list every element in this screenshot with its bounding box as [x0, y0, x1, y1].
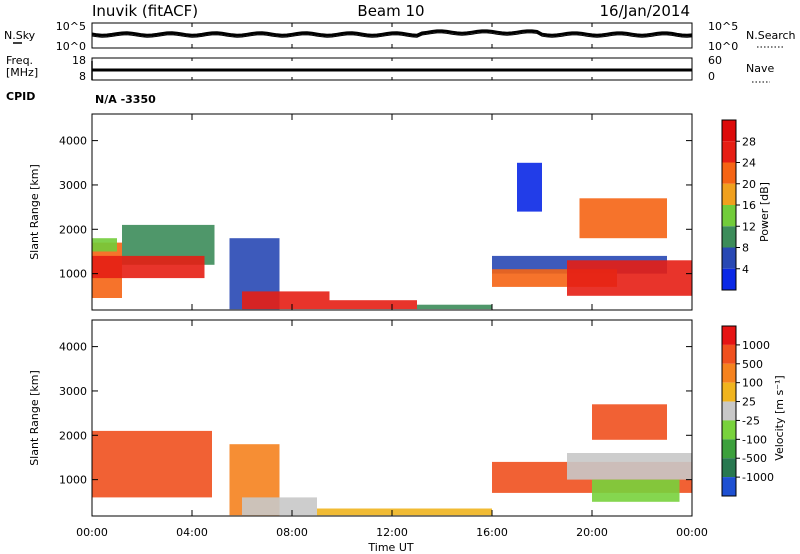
power-echo-region	[242, 291, 330, 310]
x-tick-label: 20:00	[576, 526, 608, 539]
colorbar-segment	[722, 458, 736, 478]
power-echo-region	[567, 260, 692, 296]
noise-left-tick-top: 10^5	[56, 20, 86, 33]
power-echo-region	[579, 198, 667, 239]
colorbar-segment	[722, 120, 736, 142]
colorbar-tick-label: 20	[742, 178, 756, 191]
y-tick-label: 4000	[59, 135, 87, 148]
power-colorbar: 4 8 12 16 20 24 28	[721, 119, 756, 291]
colorbar-tick-label: 25	[742, 396, 756, 409]
colorbar-segment	[722, 477, 736, 496]
velocity-y-ticks: 1000 2000 3000 4000	[59, 341, 692, 487]
freq-panel: Freq. [MHz] 18 8 60 0 Nave	[6, 54, 774, 83]
colorbar-segment	[722, 382, 736, 402]
noise-right-tick-bottom: 10^0	[708, 40, 738, 53]
colorbar-tick-label: 100	[742, 377, 763, 390]
power-echo-region	[417, 304, 492, 310]
x-tick-label: 08:00	[276, 526, 308, 539]
velocity-heatmap	[92, 404, 692, 516]
colorbar-segment	[722, 141, 736, 163]
y-tick-label: 2000	[59, 429, 87, 442]
nave-right-tick-bottom: 0	[708, 70, 715, 83]
station-title: Inuvik (fitACF)	[92, 2, 198, 20]
y-tick-label: 1000	[59, 268, 87, 281]
colorbar-tick-label: 500	[742, 358, 763, 371]
colorbar-tick-label: 8	[742, 242, 749, 255]
cpid-value: N/A -3350	[95, 93, 156, 106]
x-axis-label: Time UT	[367, 541, 413, 554]
colorbar-segment	[722, 401, 736, 421]
colorbar-tick-label: 4	[742, 263, 749, 276]
noise-search-line	[91, 32, 693, 38]
noise-left-tick-bottom: 10^0	[56, 40, 86, 53]
colorbar-tick-label: -1000	[742, 471, 774, 484]
date-title: 16/Jan/2014	[600, 2, 691, 20]
power-echo-region	[517, 162, 542, 212]
y-tick-label: 1000	[59, 474, 87, 487]
colorbar-segment	[722, 226, 736, 248]
colorbar-segment	[722, 439, 736, 459]
colorbar-segment	[722, 420, 736, 440]
y-tick-label: 3000	[59, 385, 87, 398]
y-tick-label: 4000	[59, 341, 87, 354]
colorbar-segment	[722, 162, 736, 184]
colorbar-tick-label: -100	[742, 433, 767, 446]
cpid-label: CPID	[6, 90, 35, 103]
colorbar-segment	[722, 344, 736, 364]
velocity-colorbar-label: Velocity [m s⁻¹]	[773, 375, 786, 460]
colorbar-segment	[722, 183, 736, 206]
power-echo-region	[329, 300, 417, 310]
power-echo-region	[92, 255, 205, 279]
freq-label-line2: [MHz]	[6, 66, 38, 79]
power-y-ticks: 1000 2000 3000 4000	[59, 135, 692, 281]
x-axis-ticks: 00:00 04:00 08:00 12:00 16:00 20:00 00:00	[76, 23, 708, 539]
y-tick-label: 3000	[59, 179, 87, 192]
velocity-echo-region	[92, 430, 212, 498]
colorbar-tick-label: 1000	[742, 339, 770, 352]
x-tick-label: 00:00	[676, 526, 708, 539]
colorbar-tick-label: 28	[742, 135, 756, 148]
velocity-echo-region	[317, 508, 492, 516]
noise-right-tick-top: 10^5	[708, 20, 738, 33]
beam-title: Beam 10	[357, 2, 424, 20]
colorbar-segment	[722, 205, 736, 227]
freq-left-tick-top: 18	[72, 54, 86, 67]
colorbar-segment	[722, 326, 736, 345]
x-tick-label: 12:00	[376, 526, 408, 539]
velocity-panel: 1000 2000 3000 4000 Slant Range [km] 1000 50…	[28, 319, 786, 517]
colorbar-tick-label: -25	[742, 414, 760, 427]
noise-sky-line	[91, 29, 693, 37]
x-tick-label: 16:00	[476, 526, 508, 539]
colorbar-tick-label: 12	[742, 220, 756, 233]
nave-label: Nave	[746, 62, 774, 75]
colorbar-segment	[722, 363, 736, 383]
velocity-echo-region	[592, 479, 680, 502]
noise-panel: N.Sky 10^5 10^0 10^5 10^0 N.Search	[4, 20, 796, 53]
power-y-label: Slant Range [km]	[28, 164, 41, 260]
colorbar-segment	[722, 247, 736, 269]
power-panel: 1000 2000 3000 4000 Slant Range [km] 4 8 12 16…	[28, 113, 771, 311]
colorbar-tick-label: -500	[742, 452, 767, 465]
freq-label-line1: Freq.	[6, 54, 33, 67]
colorbar-tick-label: 24	[742, 157, 756, 170]
velocity-colorbar: 1000 500 100 25 -25 -100 -500 -1000	[721, 325, 774, 497]
velocity-y-label: Slant Range [km]	[28, 370, 41, 466]
noise-sky-label: N.Sky	[4, 29, 36, 42]
nave-right-tick-top: 60	[708, 54, 722, 67]
x-tick-label: 04:00	[176, 526, 208, 539]
velocity-echo-region	[567, 453, 692, 480]
freq-left-tick-bottom: 8	[79, 70, 86, 83]
velocity-echo-region	[592, 404, 667, 440]
colorbar-segment	[722, 268, 736, 291]
velocity-echo-region	[242, 497, 317, 516]
power-echo-region	[92, 238, 117, 252]
power-heatmap	[92, 162, 692, 310]
colorbar-tick-label: 16	[742, 199, 756, 212]
noise-search-label: N.Search	[746, 29, 796, 42]
colorbar-frame	[721, 325, 737, 497]
y-tick-label: 2000	[59, 223, 87, 236]
power-colorbar-label: Power [dB]	[758, 182, 771, 242]
x-tick-label: 00:00	[76, 526, 108, 539]
